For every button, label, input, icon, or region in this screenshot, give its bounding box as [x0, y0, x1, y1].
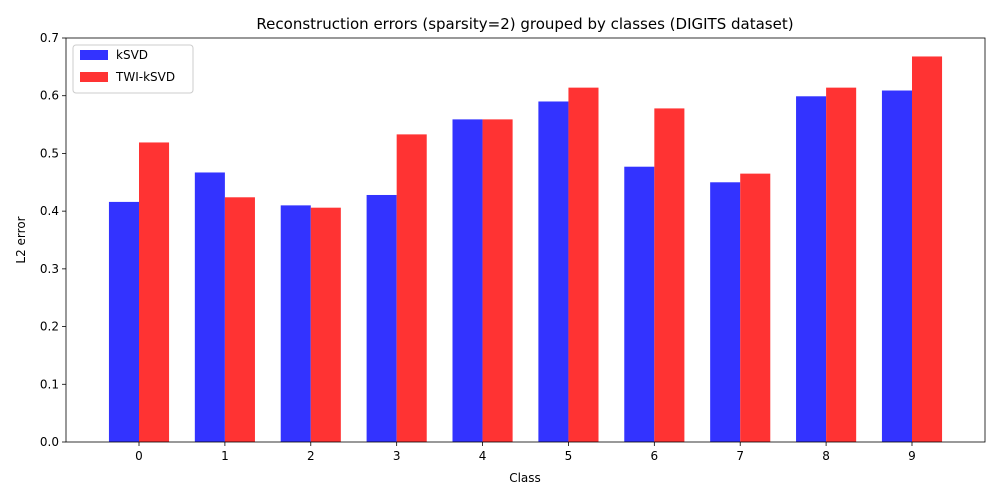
bar-ksvd-class-5 — [538, 101, 569, 442]
x-tick-label: 6 — [651, 449, 659, 463]
y-tick-label: 0.3 — [40, 262, 59, 276]
x-tick-label: 1 — [221, 449, 229, 463]
y-tick-label: 0.5 — [40, 146, 59, 160]
x-tick-label: 4 — [479, 449, 487, 463]
y-tick-label: 0.0 — [40, 435, 59, 449]
bar-ksvd-class-1 — [194, 172, 225, 442]
bar-ksvd-class-6 — [624, 166, 655, 442]
plot-area — [65, 37, 986, 443]
bar-twi-ksvd-class-0 — [139, 142, 170, 442]
bar-ksvd-class-7 — [710, 182, 741, 443]
legend: kSVD TWI-kSVD — [72, 44, 194, 94]
bar-twi-ksvd-class-7 — [740, 173, 771, 442]
legend-swatch-twi-ksvd — [80, 72, 108, 82]
x-tick-label: 5 — [565, 449, 573, 463]
bar-ksvd-class-2 — [280, 205, 311, 442]
bar-ksvd-class-8 — [796, 96, 827, 442]
x-axis: 0 1 2 3 4 5 6 7 8 9 — [135, 442, 916, 463]
bar-twi-ksvd-class-8 — [826, 87, 857, 443]
x-axis-label: Class — [509, 471, 541, 485]
legend-label-twi-ksvd: TWI-kSVD — [115, 70, 175, 84]
x-tick-label: 8 — [822, 449, 830, 463]
bar-ksvd-class-3 — [366, 194, 397, 442]
bar-twi-ksvd-class-6 — [654, 108, 685, 442]
legend-swatch-ksvd — [80, 50, 108, 60]
x-tick-label: 3 — [393, 449, 401, 463]
y-axis-label: L2 error — [14, 216, 28, 263]
y-axis: 0.0 0.1 0.2 0.3 0.4 0.5 0.6 0.7 — [40, 31, 66, 449]
legend-label-ksvd: kSVD — [116, 48, 148, 62]
bar-twi-ksvd-class-3 — [396, 134, 427, 442]
bar-ksvd-class-0 — [108, 201, 140, 442]
y-tick-label: 0.7 — [40, 31, 59, 45]
x-tick-label: 0 — [135, 449, 143, 463]
bar-ksvd-class-9 — [881, 90, 912, 443]
y-tick-label: 0.4 — [40, 204, 59, 218]
x-tick-label: 7 — [736, 449, 744, 463]
bar-ksvd-class-4 — [452, 119, 483, 443]
y-tick-label: 0.1 — [40, 377, 59, 391]
chart-title: Reconstruction errors (sparsity=2) group… — [256, 15, 793, 33]
x-tick-label: 9 — [908, 449, 916, 463]
bar-twi-ksvd-class-4 — [482, 119, 513, 443]
bar-twi-ksvd-class-2 — [310, 207, 341, 442]
y-tick-label: 0.6 — [40, 89, 59, 103]
bar-twi-ksvd-class-5 — [568, 87, 599, 443]
y-tick-label: 0.2 — [40, 320, 59, 334]
bar-twi-ksvd-class-9 — [911, 56, 943, 443]
x-tick-label: 2 — [307, 449, 315, 463]
plot-frame — [65, 37, 986, 443]
bar-twi-ksvd-class-1 — [224, 197, 255, 442]
